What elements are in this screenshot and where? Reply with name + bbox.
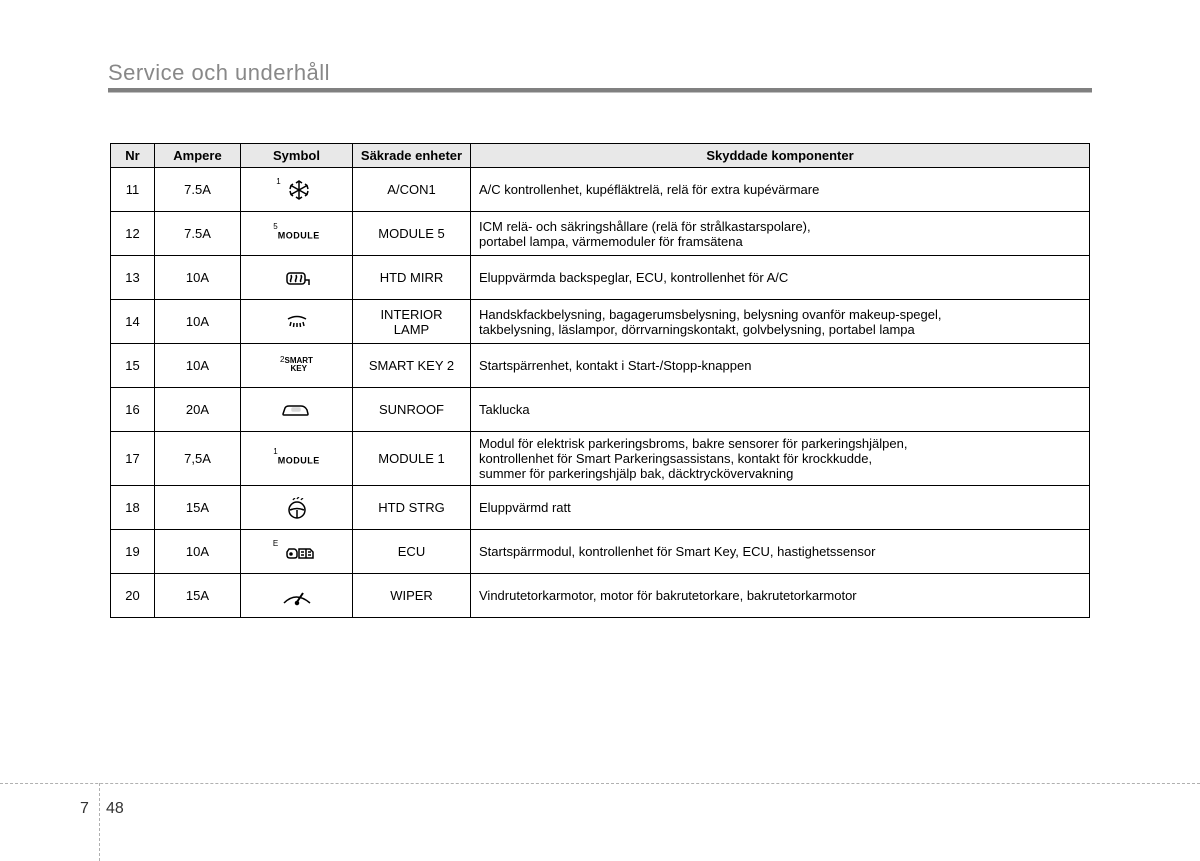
- cell-nr: 11: [111, 168, 155, 212]
- cell-nr: 19: [111, 530, 155, 574]
- cell-nr: 14: [111, 300, 155, 344]
- cell-symbol: [241, 388, 353, 432]
- cell-components: Modul för elektrisk parkeringsbroms, bak…: [471, 432, 1090, 486]
- table-row: 1815A HTD STRGEluppvärmd ratt: [111, 486, 1090, 530]
- page-chapter-number: 7: [80, 800, 89, 818]
- cell-components: ICM relä- och säkringshållare (relä för …: [471, 212, 1090, 256]
- cell-secured-units: INTERIOR LAMP: [353, 300, 471, 344]
- page-number: 48: [106, 800, 124, 818]
- cell-ampere: 10A: [155, 344, 241, 388]
- cell-ampere: 10A: [155, 300, 241, 344]
- cell-secured-units: MODULE 5: [353, 212, 471, 256]
- header-symbol: Symbol: [241, 144, 353, 168]
- table-header-row: Nr Ampere Symbol Säkrade enheter Skyddad…: [111, 144, 1090, 168]
- cell-ampere: 15A: [155, 486, 241, 530]
- cell-components: Eluppvärmd ratt: [471, 486, 1090, 530]
- cell-ampere: 7,5A: [155, 432, 241, 486]
- cell-components: Taklucka: [471, 388, 1090, 432]
- header-nr: Nr: [111, 144, 155, 168]
- cell-nr: 12: [111, 212, 155, 256]
- cell-ampere: 10A: [155, 530, 241, 574]
- cell-secured-units: HTD MIRR: [353, 256, 471, 300]
- cell-nr: 20: [111, 574, 155, 618]
- table-row: 1310A HTD MIRREluppvärmda backspeglar, E…: [111, 256, 1090, 300]
- table-row: 127.5A5MODULEMODULE 5ICM relä- och säkri…: [111, 212, 1090, 256]
- cell-secured-units: WIPER: [353, 574, 471, 618]
- cell-components: A/C kontrollenhet, kupéfläktrelä, relä f…: [471, 168, 1090, 212]
- cell-symbol: 5MODULE: [241, 212, 353, 256]
- cell-components: Startspärrmodul, kontrollenhet för Smart…: [471, 530, 1090, 574]
- cell-secured-units: SMART KEY 2: [353, 344, 471, 388]
- cell-nr: 15: [111, 344, 155, 388]
- cell-ampere: 7.5A: [155, 212, 241, 256]
- cell-symbol: 1MODULE: [241, 432, 353, 486]
- cell-ampere: 10A: [155, 256, 241, 300]
- table-row: 117.5A1 A/CON1A/C kontrollenhet, kupéflä…: [111, 168, 1090, 212]
- header-secured: Säkrade enheter: [353, 144, 471, 168]
- table-row: 1410A INTERIOR LAMPHandskfackbelysning, …: [111, 300, 1090, 344]
- cell-symbol: 2SMARTKEY: [241, 344, 353, 388]
- cell-secured-units: MODULE 1: [353, 432, 471, 486]
- fuse-table: Nr Ampere Symbol Säkrade enheter Skyddad…: [110, 143, 1090, 618]
- page-title: Service och underhåll: [108, 60, 330, 86]
- title-underline-thin: [108, 92, 1092, 93]
- table-row: 2015A WIPERVindrutetorkarmotor, motor fö…: [111, 574, 1090, 618]
- header-ampere: Ampere: [155, 144, 241, 168]
- cell-components: Handskfackbelysning, bagagerumsbelysning…: [471, 300, 1090, 344]
- cell-components: Vindrutetorkarmotor, motor för bakruteto…: [471, 574, 1090, 618]
- table-row: 177,5A1MODULEMODULE 1Modul för elektrisk…: [111, 432, 1090, 486]
- table-row: 1910AE ECUStartspärrmodul, kontrollenhet…: [111, 530, 1090, 574]
- cell-secured-units: SUNROOF: [353, 388, 471, 432]
- crop-mark-horizontal: [0, 783, 1200, 784]
- table-row: 1510A2SMARTKEYSMART KEY 2Startspärrenhet…: [111, 344, 1090, 388]
- cell-symbol: [241, 300, 353, 344]
- cell-symbol: [241, 574, 353, 618]
- cell-symbol: [241, 256, 353, 300]
- cell-symbol: [241, 486, 353, 530]
- header-components: Skyddade komponenter: [471, 144, 1090, 168]
- cell-nr: 17: [111, 432, 155, 486]
- cell-ampere: 15A: [155, 574, 241, 618]
- cell-components: Startspärrenhet, kontakt i Start-/Stopp-…: [471, 344, 1090, 388]
- cell-symbol: E: [241, 530, 353, 574]
- cell-nr: 13: [111, 256, 155, 300]
- cell-ampere: 20A: [155, 388, 241, 432]
- cell-secured-units: HTD STRG: [353, 486, 471, 530]
- crop-mark-vertical: [99, 783, 100, 861]
- cell-secured-units: A/CON1: [353, 168, 471, 212]
- cell-secured-units: ECU: [353, 530, 471, 574]
- cell-symbol: 1: [241, 168, 353, 212]
- cell-ampere: 7.5A: [155, 168, 241, 212]
- cell-components: Eluppvärmda backspeglar, ECU, kontrollen…: [471, 256, 1090, 300]
- table-row: 1620A SUNROOFTaklucka: [111, 388, 1090, 432]
- cell-nr: 18: [111, 486, 155, 530]
- cell-nr: 16: [111, 388, 155, 432]
